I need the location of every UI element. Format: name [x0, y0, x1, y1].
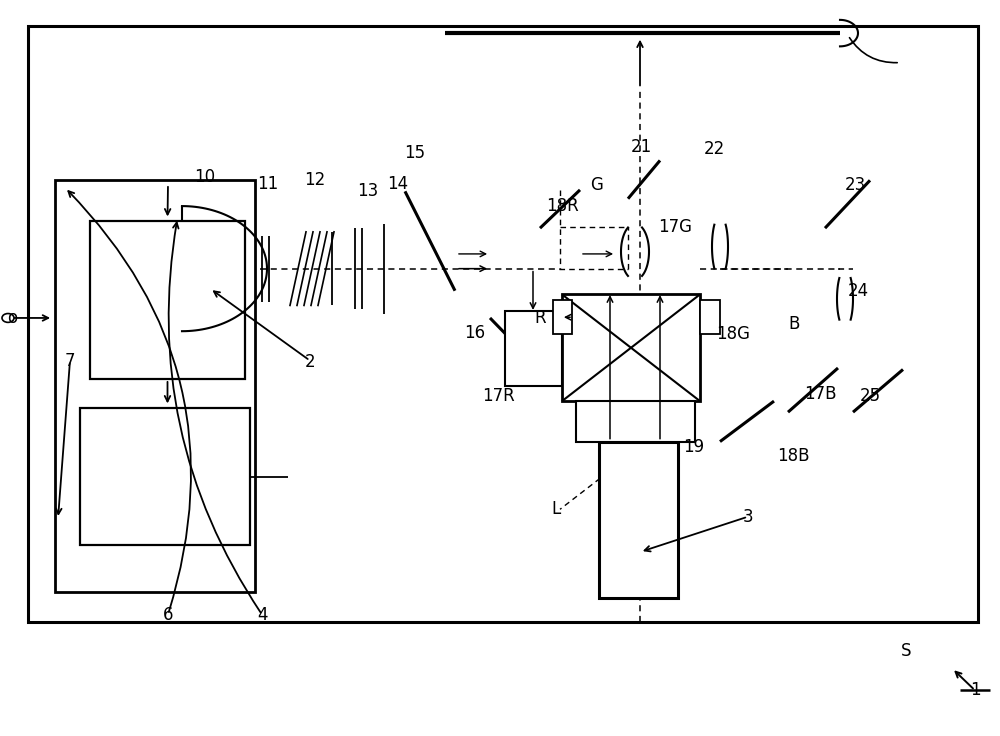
Text: 14: 14	[387, 175, 409, 193]
Text: L: L	[551, 500, 561, 518]
Text: 17G: 17G	[658, 218, 692, 236]
Text: 11: 11	[257, 175, 279, 193]
Text: 19: 19	[683, 439, 705, 456]
Text: 7: 7	[65, 352, 75, 369]
Text: 25: 25	[859, 387, 881, 405]
Text: 1: 1	[970, 682, 980, 699]
Text: 18G: 18G	[716, 325, 750, 343]
Circle shape	[2, 314, 14, 322]
Bar	[700, 300, 720, 334]
Text: S: S	[901, 643, 911, 660]
Text: 3: 3	[743, 508, 753, 526]
Text: G: G	[591, 177, 603, 194]
Bar	[55, 180, 255, 592]
Bar	[28, 26, 978, 622]
Text: 18R: 18R	[547, 197, 579, 215]
Bar	[562, 294, 700, 401]
Text: 15: 15	[404, 144, 426, 162]
Bar	[553, 300, 572, 334]
Bar	[80, 408, 250, 545]
Text: 6: 6	[163, 606, 173, 623]
Bar	[505, 311, 562, 386]
Text: 4: 4	[257, 606, 267, 623]
Text: 2: 2	[305, 353, 315, 371]
Text: 16: 16	[464, 324, 486, 342]
Text: B: B	[788, 315, 800, 333]
Text: 24: 24	[847, 282, 869, 300]
Text: 18B: 18B	[777, 447, 809, 465]
Text: R: R	[534, 309, 546, 327]
Text: 10: 10	[194, 168, 216, 185]
Text: 12: 12	[304, 171, 326, 189]
Text: 17B: 17B	[804, 386, 836, 403]
Text: 22: 22	[703, 140, 725, 158]
Bar	[599, 442, 678, 598]
Text: 13: 13	[357, 183, 379, 200]
Bar	[576, 401, 695, 442]
Text: 23: 23	[844, 177, 866, 194]
Text: 17R: 17R	[483, 387, 515, 405]
Text: o: o	[7, 309, 17, 327]
Bar	[90, 221, 245, 379]
Text: 21: 21	[630, 138, 652, 156]
